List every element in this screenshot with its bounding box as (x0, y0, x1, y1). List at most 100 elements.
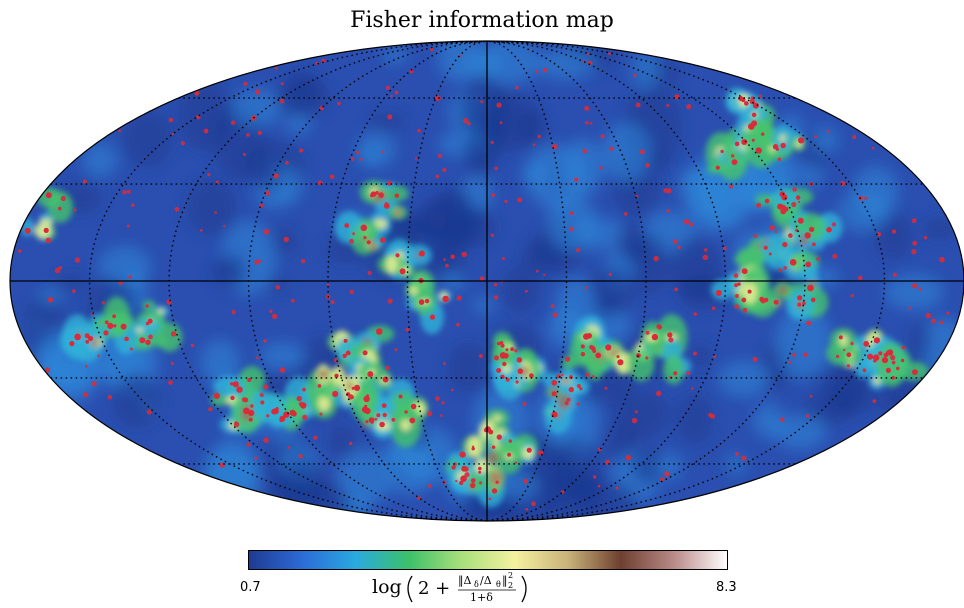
source-marker (367, 270, 372, 275)
source-marker (507, 452, 512, 457)
field-blob (142, 300, 156, 311)
source-marker (45, 237, 51, 243)
source-marker (236, 386, 243, 393)
field-blob (177, 78, 232, 151)
source-marker (18, 249, 22, 253)
source-marker (479, 276, 485, 281)
source-marker (593, 475, 597, 479)
field-blob (259, 342, 306, 369)
source-marker (232, 381, 239, 388)
source-marker (148, 334, 153, 340)
source-marker (223, 224, 226, 228)
source-marker (263, 437, 269, 444)
source-marker (862, 368, 867, 373)
source-marker (145, 304, 149, 308)
source-marker (493, 295, 499, 300)
source-marker (385, 365, 390, 371)
field-blob (275, 168, 303, 204)
source-marker (666, 188, 672, 194)
source-marker (271, 313, 278, 319)
source-marker (459, 480, 464, 486)
source-marker (755, 147, 762, 154)
source-marker (595, 352, 602, 359)
source-marker (908, 306, 911, 310)
source-marker (580, 344, 585, 349)
source-marker (693, 312, 698, 316)
source-marker (302, 414, 308, 420)
source-marker (343, 338, 348, 343)
source-marker (843, 348, 846, 352)
source-marker (789, 259, 797, 266)
source-marker (398, 394, 403, 399)
source-marker (441, 401, 445, 405)
source-marker (180, 141, 185, 146)
field-blob (811, 127, 839, 154)
source-marker (846, 352, 852, 358)
source-marker (750, 96, 755, 101)
source-marker (645, 163, 650, 168)
source-marker (279, 367, 286, 373)
source-marker (568, 386, 574, 393)
field-blob (662, 355, 685, 385)
source-marker (939, 320, 944, 325)
source-marker (783, 266, 787, 270)
source-marker (499, 121, 503, 125)
source-marker (872, 399, 877, 404)
source-marker (248, 417, 253, 422)
source-marker (876, 232, 882, 237)
source-marker (386, 180, 392, 186)
source-marker (500, 343, 505, 348)
source-marker (814, 135, 817, 139)
source-marker (896, 366, 900, 371)
source-marker (445, 263, 449, 268)
source-marker (299, 148, 304, 153)
source-marker (564, 401, 569, 406)
source-marker (795, 195, 801, 200)
source-marker (91, 381, 97, 387)
source-marker (266, 414, 270, 418)
source-marker (493, 283, 498, 287)
source-marker (118, 129, 122, 132)
source-marker (931, 318, 936, 324)
source-marker (946, 311, 950, 315)
source-marker (751, 120, 758, 127)
source-marker (536, 269, 539, 273)
source-marker (166, 299, 172, 305)
svg-text:θ: θ (496, 580, 501, 589)
source-marker (598, 447, 602, 452)
source-marker (366, 240, 371, 245)
source-marker (597, 484, 601, 488)
source-marker (499, 341, 504, 345)
field-blob (266, 276, 290, 293)
field-blob (548, 437, 602, 506)
source-marker (120, 323, 127, 330)
source-marker (791, 201, 797, 208)
source-marker (668, 337, 674, 343)
field-blob (631, 350, 651, 363)
source-marker (885, 367, 892, 373)
source-marker (735, 451, 739, 456)
source-marker (45, 367, 51, 373)
field-blob (601, 424, 640, 459)
field-blob (874, 392, 909, 414)
map-outline (9, 40, 964, 522)
source-marker (460, 475, 467, 483)
source-marker (780, 142, 786, 149)
source-marker (296, 396, 302, 402)
source-marker (635, 102, 641, 108)
source-marker (683, 219, 690, 225)
source-marker (537, 134, 541, 139)
source-marker (737, 282, 741, 286)
field-blob (822, 362, 866, 414)
source-marker (777, 203, 784, 210)
source-marker (349, 289, 354, 294)
source-marker (190, 343, 195, 348)
source-marker (376, 328, 383, 335)
source-marker (543, 273, 546, 277)
source-marker (774, 230, 778, 234)
source-marker (797, 200, 801, 204)
source-marker (279, 98, 285, 104)
source-marker (380, 237, 386, 243)
field-blob (753, 403, 784, 439)
source-marker (247, 378, 252, 382)
